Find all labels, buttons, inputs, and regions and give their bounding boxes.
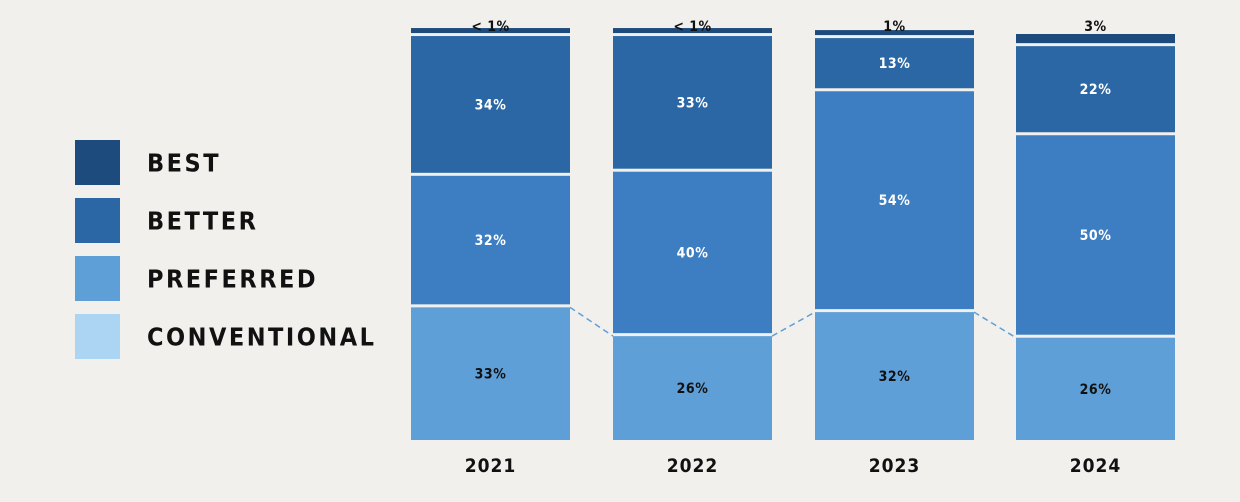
legend-swatch-preferred: [75, 256, 120, 301]
bars: 33% 32% 34% < 1% 26% 40% 33% < 1% 32% 54% 13% 1% 26%…: [411, 19, 1175, 440]
bar-segment-better-2021: [411, 175, 570, 305]
x-tick-label-2023: 2023: [869, 455, 921, 477]
legend-label-preferred: PREFERRED: [147, 265, 318, 294]
data-label-better-2024: 50%: [1080, 228, 1112, 244]
bar-segment-better-2024: [1016, 46, 1175, 133]
data-label-preferred-2023: 32%: [879, 369, 911, 385]
bar-segment-better-2023: [815, 38, 974, 89]
bar-segment-better-2023: [815, 91, 974, 310]
legend-swatch-best: [75, 140, 120, 185]
data-label-better-2023: 54%: [879, 193, 911, 209]
bar-segment-better-2022: [613, 36, 772, 169]
bar-segment-preferred-2024: [1016, 337, 1175, 440]
data-label-best-2021: < 1%: [471, 19, 509, 35]
x-tick-label-2021: 2021: [465, 455, 517, 477]
bar-segment-best-2022: [613, 28, 772, 34]
legend-swatch-conventional: [75, 314, 120, 359]
data-label-better-2021: 34%: [475, 97, 507, 113]
x-tick-label-2022: 2022: [667, 455, 719, 477]
bar-segment-better-2022: [613, 171, 772, 334]
data-label-best-2024: 3%: [1084, 19, 1106, 35]
legend-swatch-better: [75, 198, 120, 243]
data-label-better-2022: 40%: [677, 245, 709, 261]
connector-line-2021-2022: [569, 306, 614, 337]
legend-label-best: BEST: [147, 149, 221, 178]
bar-segment-preferred-2021: [411, 307, 570, 440]
x-tick-label-2024: 2024: [1070, 455, 1122, 477]
connector-line-2022-2023: [771, 311, 816, 337]
data-label-best-2022: < 1%: [673, 19, 711, 35]
connector-line-2023-2024: [973, 311, 1017, 339]
bar-segment-best-2024: [1016, 34, 1175, 44]
data-label-better-2021: 32%: [475, 233, 507, 249]
legend: BEST BETTER PREFERRED CONVENTIONAL: [75, 140, 376, 359]
data-label-preferred-2021: 33%: [475, 367, 507, 383]
bar-segment-best-2023: [815, 30, 974, 36]
bar-segment-best-2021: [411, 28, 570, 34]
legend-label-conventional: CONVENTIONAL: [147, 323, 376, 352]
bar-segment-better-2021: [411, 36, 570, 173]
data-label-better-2022: 33%: [677, 95, 709, 111]
data-label-better-2024: 22%: [1080, 82, 1112, 98]
legend-label-better: BETTER: [147, 207, 258, 236]
bar-segment-preferred-2023: [815, 312, 974, 440]
bar-segment-better-2024: [1016, 135, 1175, 335]
data-label-best-2023: 1%: [883, 19, 905, 35]
x-axis-tick-labels: 2021 2022 2023 2024: [465, 455, 1122, 477]
bar-segment-preferred-2022: [613, 336, 772, 440]
connector-lines: [569, 306, 1017, 339]
data-label-preferred-2022: 26%: [677, 381, 709, 397]
data-label-better-2023: 13%: [879, 56, 911, 72]
data-label-preferred-2024: 26%: [1080, 382, 1112, 398]
